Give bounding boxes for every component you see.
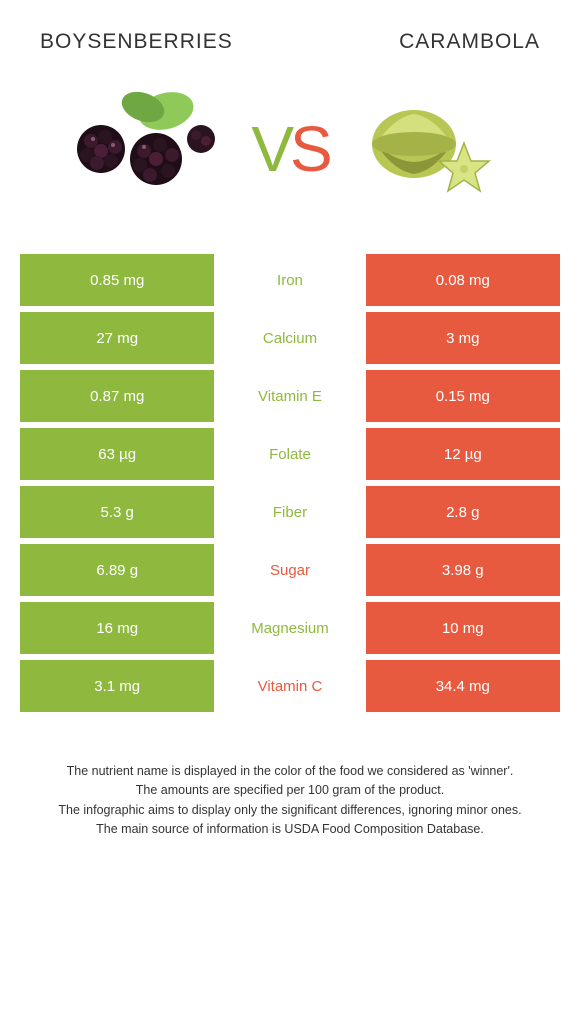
value-right: 34.4 mg (366, 660, 560, 712)
images-row: VS (20, 84, 560, 214)
header: Boysenberries Carambola (20, 30, 560, 54)
value-right: 2.8 g (366, 486, 560, 538)
nutrient-label: Vitamin E (214, 370, 365, 422)
value-left: 16 mg (20, 602, 214, 654)
nutrient-label: Fiber (214, 486, 365, 538)
nutrient-row: 6.89 gSugar3.98 g (20, 544, 560, 596)
value-left: 27 mg (20, 312, 214, 364)
value-right: 0.15 mg (366, 370, 560, 422)
value-right: 0.08 mg (366, 254, 560, 306)
value-left: 6.89 g (20, 544, 214, 596)
value-right: 10 mg (366, 602, 560, 654)
food-title-left: Boysenberries (40, 30, 233, 54)
nutrient-row: 16 mgMagnesium10 mg (20, 602, 560, 654)
footer-notes: The nutrient name is displayed in the co… (20, 762, 560, 840)
nutrient-label: Vitamin C (214, 660, 365, 712)
value-left: 0.87 mg (20, 370, 214, 422)
value-right: 3 mg (366, 312, 560, 364)
nutrient-row: 63 µgFolate12 µg (20, 428, 560, 480)
nutrient-row: 0.85 mgIron0.08 mg (20, 254, 560, 306)
carambola-image (349, 84, 509, 214)
nutrient-label: Calcium (214, 312, 365, 364)
nutrient-table: 0.85 mgIron0.08 mg 27 mgCalcium3 mg 0.87 m… (20, 254, 560, 712)
food-title-right: Carambola (399, 30, 540, 54)
value-left: 63 µg (20, 428, 214, 480)
footer-line: The amounts are specified per 100 gram o… (30, 781, 550, 800)
value-left: 5.3 g (20, 486, 214, 538)
footer-line: The infographic aims to display only the… (30, 801, 550, 820)
value-left: 3.1 mg (20, 660, 214, 712)
nutrient-label: Iron (214, 254, 365, 306)
footer-line: The main source of information is USDA F… (30, 820, 550, 839)
nutrient-row: 3.1 mgVitamin C34.4 mg (20, 660, 560, 712)
nutrient-row: 5.3 gFiber2.8 g (20, 486, 560, 538)
nutrient-label: Magnesium (214, 602, 365, 654)
nutrient-label: Folate (214, 428, 365, 480)
value-left: 0.85 mg (20, 254, 214, 306)
value-right: 12 µg (366, 428, 560, 480)
nutrient-row: 0.87 mgVitamin E0.15 mg (20, 370, 560, 422)
nutrient-label: Sugar (214, 544, 365, 596)
vs-v: V (251, 113, 290, 185)
nutrient-row: 27 mgCalcium3 mg (20, 312, 560, 364)
vs-s: S (290, 113, 329, 185)
vs-label: VS (251, 112, 328, 186)
boysenberry-image (71, 84, 231, 214)
footer-line: The nutrient name is displayed in the co… (30, 762, 550, 781)
value-right: 3.98 g (366, 544, 560, 596)
